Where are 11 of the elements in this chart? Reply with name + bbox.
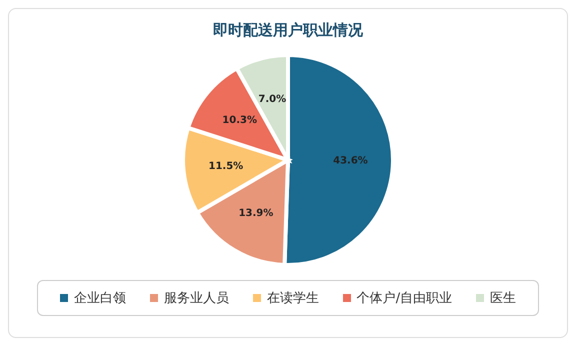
legend-label: 医生	[489, 290, 516, 307]
chart-title: 即时配送用户职业情况	[212, 20, 364, 40]
legend-label: 服务业人员	[162, 290, 229, 307]
data-label: 7.0%	[258, 94, 286, 106]
data-label: 43.6%	[333, 156, 368, 167]
data-label: 11.5%	[208, 161, 244, 172]
data-label: 13.9%	[238, 208, 274, 220]
legend-label: 在读学生	[266, 290, 319, 307]
legend-label: 个体户/自由职业	[356, 290, 452, 307]
data-label: 10.3%	[222, 114, 257, 126]
legend-label: 企业白领	[72, 290, 126, 307]
